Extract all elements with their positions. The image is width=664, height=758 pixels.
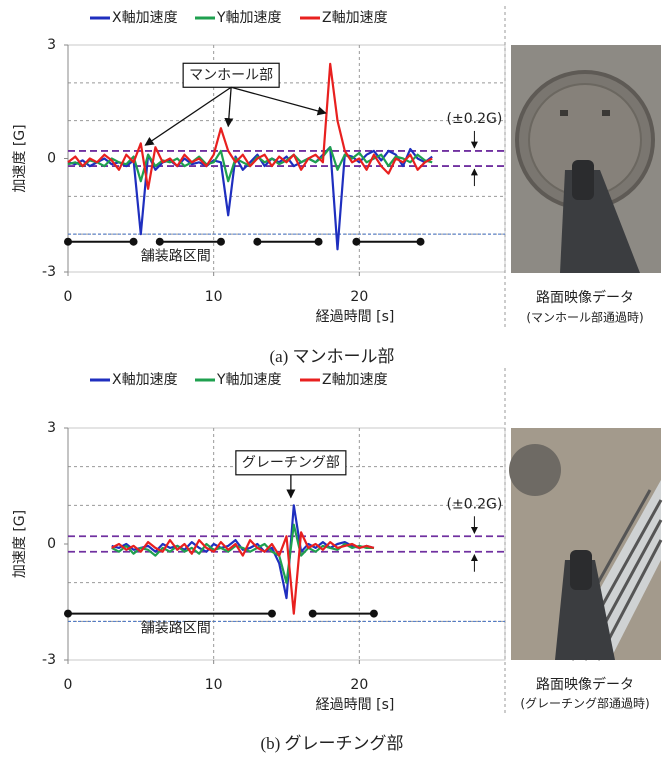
threshold-label: (±0.2G) — [447, 111, 503, 127]
paved-section-label: 舗装路区間 — [141, 621, 211, 637]
legend-label: Z軸加速度 — [322, 10, 388, 26]
x-axis-label: 経過時間 [s] — [316, 697, 395, 713]
annotation-label: グレーチング部 — [242, 455, 340, 471]
y-tick-label: 0 — [47, 151, 56, 167]
road-photo — [509, 428, 661, 660]
legend-label: Y軸加速度 — [216, 372, 282, 388]
photo-caption: 路面映像データ — [536, 676, 634, 693]
series-line — [112, 532, 374, 613]
photo-caption: (マンホール部通過時) — [526, 310, 643, 325]
section-end — [64, 238, 72, 246]
x-tick-label: 10 — [205, 677, 223, 693]
figure: -3 0 3 0 10 20 (±0.2G) 舗装路区間 マンホール部経過時間 [s] 加速度 [… — [0, 0, 664, 758]
y-tick-label: 3 — [47, 37, 56, 53]
x-tick-label: 20 — [350, 289, 368, 305]
section-end — [352, 238, 360, 246]
section-end — [315, 238, 323, 246]
road-photo — [511, 45, 661, 273]
x-tick-label: 0 — [64, 289, 73, 305]
x-axis-label: 経過時間 [s] — [316, 309, 395, 325]
y-axis-label: 加速度 [G] — [12, 124, 28, 192]
section-end — [64, 610, 72, 618]
figure-caption: (a) マンホール部 — [269, 347, 394, 366]
photo-caption: 路面映像データ — [536, 289, 634, 306]
figure-caption: (b) グレーチング部 — [260, 734, 403, 753]
legend-label: Y軸加速度 — [216, 10, 282, 26]
y-tick-label: 0 — [47, 536, 56, 552]
photo-caption: (グレーチング部通過時) — [520, 696, 649, 711]
section-end — [253, 238, 261, 246]
y-tick-label: -3 — [42, 652, 56, 668]
legend-label: X軸加速度 — [112, 10, 178, 26]
paved-section-label: 舗装路区間 — [141, 249, 211, 265]
y-tick-label: -3 — [42, 264, 56, 280]
section-end — [156, 238, 164, 246]
section-end — [268, 610, 276, 618]
section-end — [417, 238, 425, 246]
legend-label: X軸加速度 — [112, 372, 178, 388]
section-end — [130, 238, 138, 246]
section-end — [309, 610, 317, 618]
legend-label: Z軸加速度 — [322, 372, 388, 388]
x-tick-label: 20 — [350, 677, 368, 693]
section-end — [217, 238, 225, 246]
y-tick-label: 3 — [47, 420, 56, 436]
y-axis-label: 加速度 [G] — [12, 510, 28, 578]
threshold-label: (±0.2G) — [447, 496, 503, 512]
x-tick-label: 10 — [205, 289, 223, 305]
annotation-arrow — [231, 87, 326, 113]
annotation-label: マンホール部 — [189, 67, 273, 83]
x-tick-label: 0 — [64, 677, 73, 693]
section-end — [370, 610, 378, 618]
